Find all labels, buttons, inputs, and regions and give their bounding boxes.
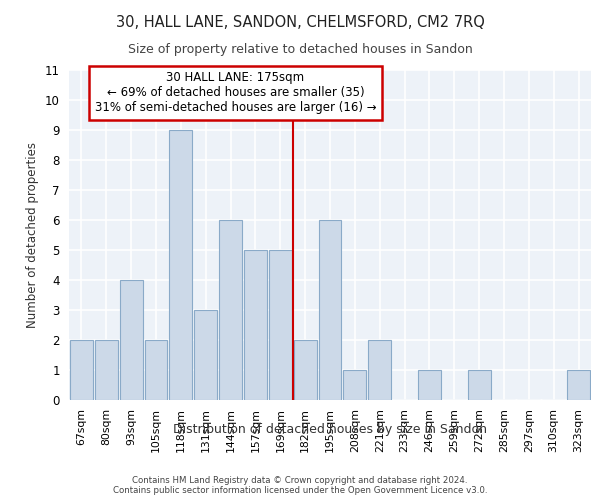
Bar: [418, 370, 441, 400]
Text: 30 HALL LANE: 175sqm
← 69% of detached houses are smaller (35)
31% of semi-detac: 30 HALL LANE: 175sqm ← 69% of detached h…: [95, 72, 376, 114]
Bar: [169, 130, 192, 400]
Y-axis label: Number of detached properties: Number of detached properties: [26, 142, 40, 328]
Bar: [95, 340, 118, 400]
Text: Size of property relative to detached houses in Sandon: Size of property relative to detached ho…: [128, 42, 472, 56]
Bar: [145, 340, 167, 400]
Bar: [219, 220, 242, 400]
Bar: [244, 250, 267, 400]
Bar: [70, 340, 93, 400]
Text: Distribution of detached houses by size in Sandon: Distribution of detached houses by size …: [173, 422, 487, 436]
Bar: [343, 370, 366, 400]
Bar: [294, 340, 317, 400]
Text: Contains HM Land Registry data © Crown copyright and database right 2024.
Contai: Contains HM Land Registry data © Crown c…: [113, 476, 487, 495]
Bar: [120, 280, 143, 400]
Bar: [468, 370, 491, 400]
Bar: [567, 370, 590, 400]
Bar: [368, 340, 391, 400]
Bar: [319, 220, 341, 400]
Bar: [269, 250, 292, 400]
Bar: [194, 310, 217, 400]
Text: 30, HALL LANE, SANDON, CHELMSFORD, CM2 7RQ: 30, HALL LANE, SANDON, CHELMSFORD, CM2 7…: [116, 15, 484, 30]
